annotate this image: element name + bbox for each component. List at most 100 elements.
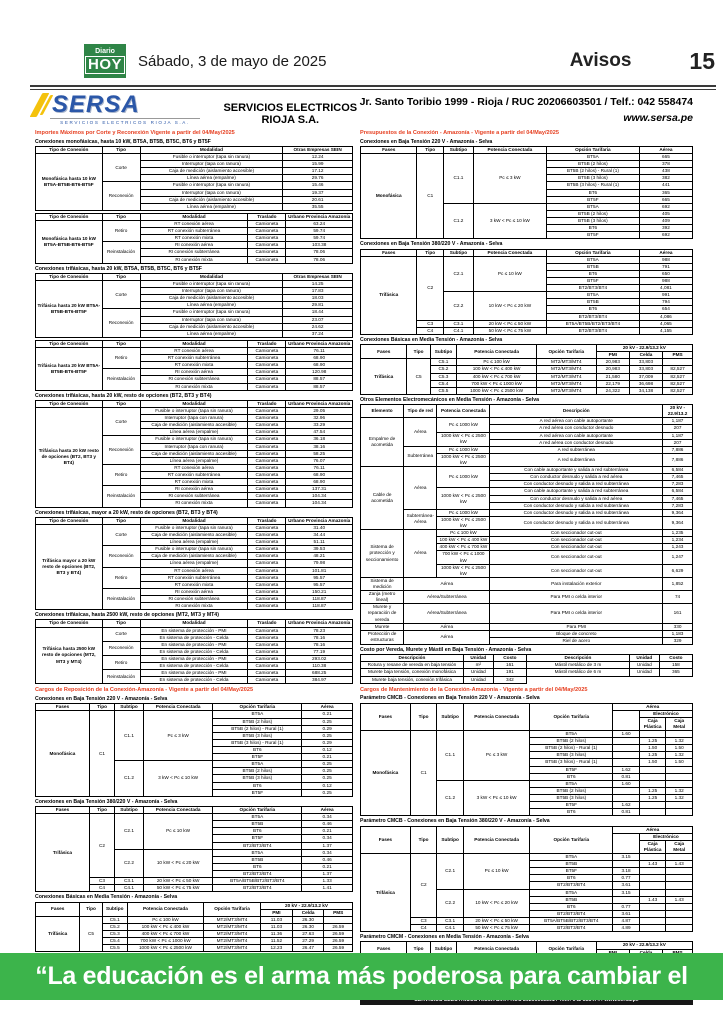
table-cell: 329 (662, 636, 693, 645)
column-header: PMI (595, 351, 630, 360)
sersa-logo: SERSA SERVICIOS ELECTRICOS RIOJA S.A. (29, 92, 221, 125)
table-cell (612, 860, 640, 869)
table-cell: Aérea (403, 576, 491, 592)
table-cell: Trifásica (360, 852, 411, 933)
column-header: Fases (35, 703, 90, 712)
table-cell: Línea aérea (empalme) (139, 428, 249, 437)
table-cell: BT5B (2 hilos) (529, 786, 614, 796)
table-cell (665, 772, 693, 781)
table-cell: BT5F (529, 801, 614, 810)
table-cell: Camioneta (247, 421, 287, 430)
column-header: Traslado (247, 212, 287, 222)
column-header: Descripción (489, 404, 664, 419)
company-website: www.sersa.pe (623, 111, 693, 124)
table-cell: Unidad (628, 668, 660, 677)
column-header: Modalidad (139, 516, 249, 525)
table-cell: Subterránea-Aérea (403, 508, 438, 531)
table-cell: 384.97 (285, 676, 353, 685)
table-cell: Camioneta (247, 234, 287, 243)
table-cell: 665 (638, 153, 694, 162)
table-cell: Camioneta (247, 428, 287, 437)
table-cell: C2.1 (114, 813, 144, 850)
table-row: Reinstalación RI conexión aérea Camioneta 1… (36, 587, 353, 611)
section-title: Presupuestos de la Conexión - Amazonía -… (360, 130, 559, 136)
table-row: BT2/BT3/BT4 1.37 (36, 841, 353, 850)
table-cell: BT2/BT3/BT4 (212, 869, 303, 879)
table-row: Reconexión Fusible o interruptor (tapa si… (36, 435, 353, 465)
table-cell: Caja de medición (aislamiento accesible) (139, 421, 249, 430)
table-cell: 26.59 (323, 937, 353, 946)
table-cell: Aérea/Subterránea (403, 590, 491, 605)
section-subtitle: Conexiones Básicas en Media Tensión - Am… (35, 894, 178, 901)
table-cell: BT6 (529, 902, 614, 911)
column-header: Otras Empresas SEIN (282, 272, 353, 282)
table-cell: Camioneta (247, 485, 287, 494)
table-cell: En sistema de protección - PMI (139, 669, 249, 678)
section-subtitle: Conexiones monofásicas, hasta 10 kW, BT5… (35, 138, 211, 145)
table-row: Línea aérea (empalme) 35.55 (36, 202, 353, 211)
table-cell: Caja de medición (aislamiento accesible) (139, 552, 249, 561)
table-cell: 0.81 (612, 808, 640, 817)
table-cell: BT5B (212, 855, 303, 864)
table-cell: Con seccionador cut-out (489, 550, 664, 565)
table-row: BT6 0.81 (361, 772, 693, 781)
table-cell: C2 (416, 255, 444, 321)
table-row: Interruptor (tapa con ranura) 17.83 (36, 287, 353, 296)
logo-paper-label: Diario (95, 47, 115, 55)
table-cell: MT2/MT3/MT4 (535, 379, 597, 388)
column-header: Tipo (79, 901, 103, 917)
table-row: Murete baja tensión, conexión monofásica… (360, 668, 694, 677)
table-cell: Pc ≤ 10 kW (462, 853, 531, 890)
table-cell: Camioneta (247, 587, 287, 596)
cmcb-bt-380: Fases Tipo Subtipo Potencia Conectada Opción… (360, 825, 694, 933)
table-cell: Pc ≤ 1000 kW (436, 417, 491, 433)
table-cell: 33,803 (628, 365, 664, 374)
section-subtitle: Parámetro CMCB - Conexiones en Baja Tens… (360, 695, 540, 702)
column-header: Electrónico (638, 832, 694, 841)
column-header: Unidad (462, 654, 494, 663)
table-cell: 59.74 (285, 227, 353, 236)
table-cell: Camioneta (247, 676, 287, 685)
table-cell: RT conexión aérea (139, 463, 249, 473)
column-header: Opción Tarifaria (212, 703, 303, 712)
table-row: BT5B (3 hilos) - Rural (1) 1.50 1.50 (361, 758, 693, 767)
table-cell: MT2/MT3/MT4 (535, 358, 597, 367)
table-row: C4 C4.1 50 kW < Pc ≤ 75 kW BT2/BT3/BT4 4.89 (361, 924, 693, 933)
table-row: En sistema de protección - Celda Camionet… (36, 676, 353, 685)
table-cell: BT5B (3 hilos) (545, 174, 640, 183)
table-cell: 82,527 (662, 365, 693, 374)
table-cell: 3.15 (612, 888, 640, 897)
table-cell: Aérea (403, 417, 438, 447)
table-cell: Trifásica (359, 255, 418, 335)
table-cell: C1 (88, 710, 116, 797)
table-header-row: Tipo de Conexión Tipo Modalidad Traslado Urb… (35, 619, 353, 628)
table-cell: Caja de medición (aislamiento accesible) (139, 322, 284, 331)
table-row: BT5B (3 hilos) 1.25 1.32 (361, 793, 693, 803)
table-cell: Trifásica mayor a 20 kW resto de opcione… (35, 523, 103, 611)
column-header: Modalidad (139, 339, 249, 349)
table-cell: A red aérea con conductor desnudo (489, 438, 664, 447)
table-cell: En sistema de protección - Celda (139, 676, 249, 685)
table-cell: 293.02 (285, 654, 353, 664)
section-subtitle: Conexiones trifásicas, hasta 2500 kW, re… (35, 612, 219, 619)
table-row: BT5B 794 (361, 298, 694, 307)
table-cell: 1.32 (665, 737, 693, 746)
table-cell: RT conexión subterránea (139, 354, 249, 363)
table-cell: C5.4 (101, 937, 128, 946)
table-cell (665, 852, 693, 862)
table-cell: C5.3 (429, 372, 458, 381)
table-cell: 47.54 (285, 428, 353, 437)
table-cell: A red aérea con cable autoportante (489, 417, 664, 426)
table-cell: RI conexión subterránea (139, 492, 249, 501)
table-row: RI conexión subterránea Camioneta 104.34 (36, 492, 353, 501)
logo-hoy-label: HOY (84, 55, 125, 75)
table-cell: 3.61 (612, 909, 640, 918)
table-cell (612, 758, 640, 767)
table-cell: BT5B (545, 298, 640, 307)
column-header: Tipo (101, 212, 141, 222)
table-cell: 7,283 (662, 501, 693, 510)
table-row: BT5F 0.21 (36, 753, 353, 762)
right-column: Presupuestos de la Conexión - Amazonía -… (359, 127, 694, 1006)
table-cell: A red subterránea (489, 452, 664, 468)
table-cell: Camioneta (247, 633, 287, 642)
